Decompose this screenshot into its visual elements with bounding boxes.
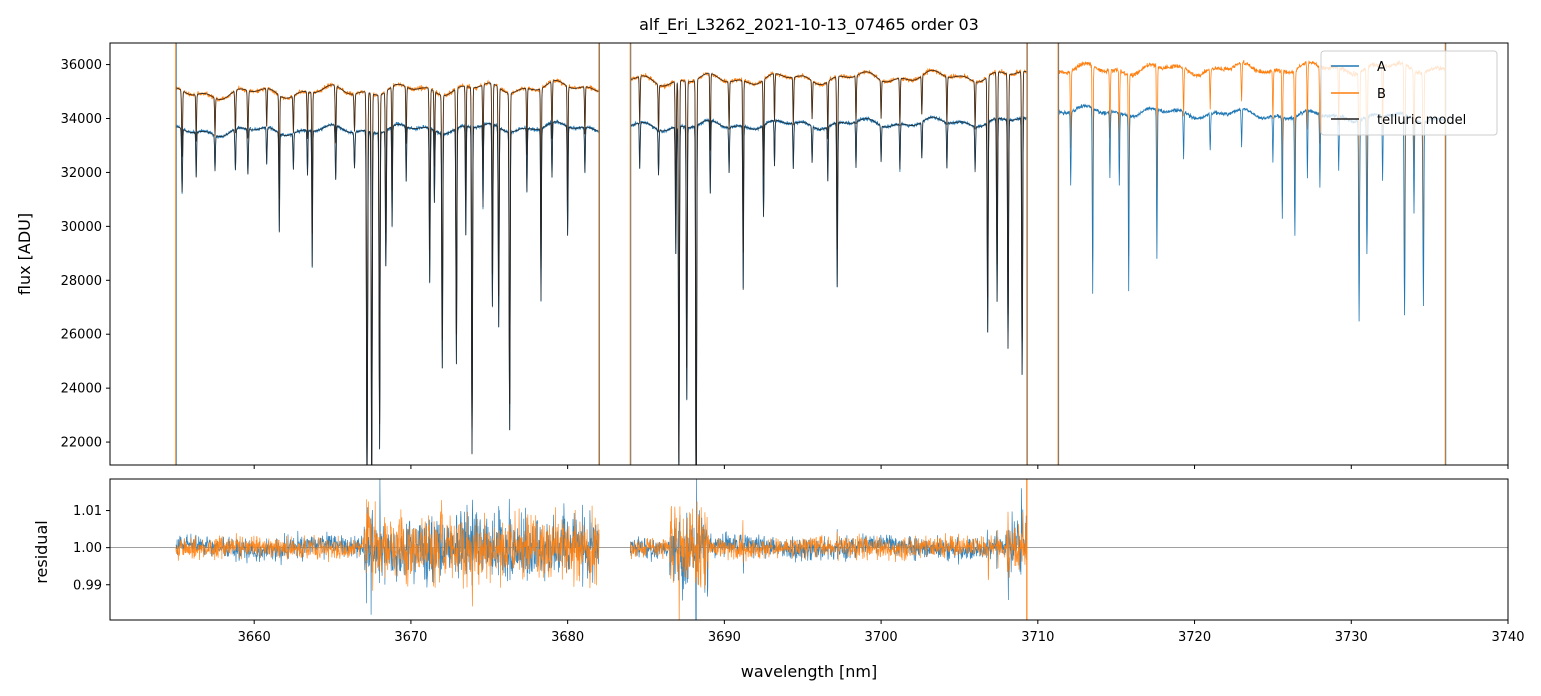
flux-y-tick-label: 24000 bbox=[61, 382, 102, 397]
residual-y-axis: 0.99 1.00 1.01 bbox=[73, 504, 110, 593]
legend-label-a: A bbox=[1377, 60, 1386, 75]
residual-y-tick-label: 0.99 bbox=[73, 578, 102, 593]
residual-series-b bbox=[175, 499, 600, 607]
legend-box bbox=[1320, 50, 1498, 136]
flux-y-tick-label: 32000 bbox=[61, 166, 102, 181]
flux-plot-area bbox=[175, 43, 1447, 465]
flux-y-tick-label: 30000 bbox=[61, 220, 102, 235]
chart-title: alf_Eri_L3262_2021-10-13_07465 order 03 bbox=[639, 15, 979, 35]
legend-label-b: B bbox=[1377, 87, 1386, 102]
flux-y-axis: 22000 24000 26000 28000 30000 32000 34000 36000 bbox=[61, 58, 110, 451]
x-tick-label: 3740 bbox=[1491, 630, 1524, 645]
legend: A B telluric model bbox=[1320, 50, 1498, 136]
flux-y-label: flux [ADU] bbox=[15, 213, 34, 295]
residual-y-tick-label: 1.01 bbox=[73, 504, 102, 519]
x-tick-label: 3720 bbox=[1178, 630, 1211, 645]
residual-plot-area bbox=[110, 479, 1508, 620]
residual-y-tick-label: 1.00 bbox=[73, 541, 102, 556]
x-tick-label: 3730 bbox=[1335, 630, 1368, 645]
x-axis-label: wavelength [nm] bbox=[741, 662, 878, 681]
residual-series-a bbox=[629, 479, 1028, 620]
residual-panel: 0.99 1.00 1.01 3660 3670 3680 3690 3700 3710 372… bbox=[32, 478, 1525, 645]
residual-series-b bbox=[629, 501, 1028, 620]
legend-label-model: telluric model bbox=[1377, 113, 1466, 128]
telluric-model-segment bbox=[175, 80, 600, 465]
residual-y-label: residual bbox=[32, 520, 51, 583]
flux-y-tick-label: 28000 bbox=[61, 274, 102, 289]
flux-y-tick-label: 22000 bbox=[61, 436, 102, 451]
x-tick-label: 3660 bbox=[238, 630, 271, 645]
flux-y-tick-label: 34000 bbox=[61, 112, 102, 127]
x-tick-label: 3700 bbox=[865, 630, 898, 645]
x-tick-label: 3710 bbox=[1021, 630, 1054, 645]
telluric-model-segment-a bbox=[175, 121, 599, 465]
flux-y-tick-label: 26000 bbox=[61, 328, 102, 343]
residual-x-axis: 3660 3670 3680 3690 3700 3710 3720 3730 3740 bbox=[238, 620, 1525, 645]
flux-x-axis bbox=[253, 465, 1509, 469]
x-tick-label: 3690 bbox=[708, 630, 741, 645]
series-a-flux-segment bbox=[1057, 103, 1446, 322]
telluric-model-segment-a bbox=[630, 116, 1027, 465]
residual-axes-frame bbox=[109, 478, 1509, 621]
series-a-flux-segment bbox=[629, 115, 1028, 465]
x-tick-label: 3680 bbox=[551, 630, 584, 645]
flux-axes-frame bbox=[109, 42, 1509, 466]
x-tick-label: 3670 bbox=[394, 630, 427, 645]
series-a-flux-segment bbox=[175, 119, 600, 465]
flux-panel: 22000 24000 26000 28000 30000 32000 34000 36000… bbox=[15, 42, 1509, 469]
flux-y-tick-label: 36000 bbox=[61, 58, 102, 73]
